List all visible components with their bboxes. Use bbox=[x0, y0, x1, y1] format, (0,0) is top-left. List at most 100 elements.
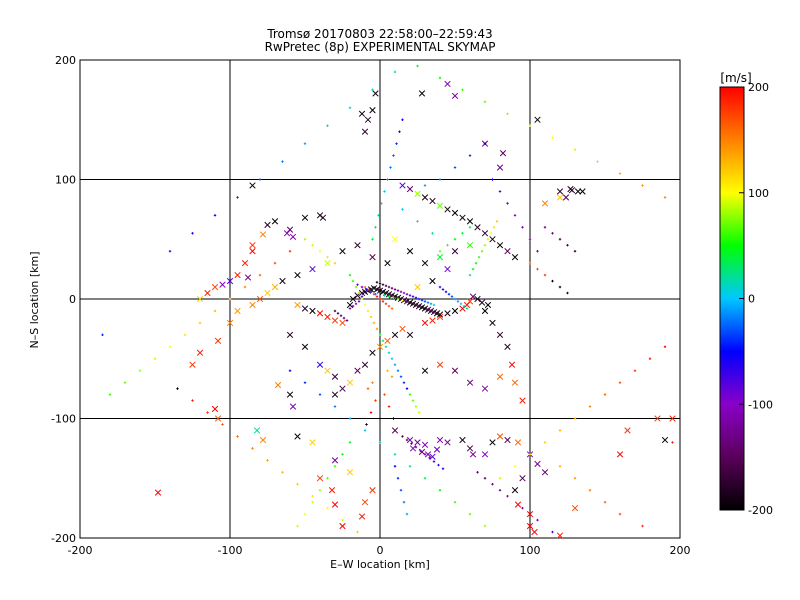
data-point-cross bbox=[391, 427, 399, 434]
data-point-plus bbox=[258, 178, 262, 181]
data-point-plus bbox=[423, 453, 427, 456]
data-point-plus bbox=[405, 387, 409, 390]
data-point-plus bbox=[588, 489, 592, 492]
data-point-cross bbox=[309, 265, 316, 273]
data-point-plus bbox=[383, 393, 386, 396]
data-point-cross bbox=[451, 209, 459, 217]
data-point-plus bbox=[375, 295, 379, 298]
data-point-cross bbox=[189, 361, 196, 368]
data-point-plus bbox=[459, 302, 463, 305]
data-point-plus bbox=[618, 172, 622, 175]
data-point-cross bbox=[571, 504, 579, 512]
data-point-cross bbox=[309, 439, 316, 446]
data-point-cross bbox=[339, 248, 346, 255]
data-point-cross bbox=[616, 451, 624, 458]
data-point-plus bbox=[393, 465, 397, 468]
data-point-cross bbox=[444, 265, 451, 273]
data-point-cross bbox=[283, 230, 291, 237]
data-point-cross bbox=[324, 259, 331, 267]
data-point-plus bbox=[363, 303, 367, 307]
data-point-cross bbox=[496, 331, 504, 339]
colorbar-tick-label: -100 bbox=[748, 398, 773, 411]
data-point-cross bbox=[478, 299, 486, 306]
data-point-cross bbox=[459, 436, 466, 444]
data-point-plus bbox=[383, 190, 386, 193]
data-point-plus bbox=[357, 300, 361, 303]
data-point-cross bbox=[331, 317, 339, 324]
data-point-cross bbox=[294, 271, 301, 279]
data-point-plus bbox=[153, 357, 157, 360]
data-point-cross bbox=[489, 236, 496, 243]
data-point-cross bbox=[364, 116, 372, 123]
data-point-cross bbox=[369, 107, 376, 114]
data-point-plus bbox=[411, 295, 415, 298]
data-point-cross bbox=[511, 254, 519, 261]
y-tick-label: 100 bbox=[55, 174, 76, 187]
data-point-plus bbox=[176, 387, 179, 390]
data-point-cross bbox=[271, 218, 279, 225]
data-point-cross bbox=[451, 367, 459, 374]
data-point-plus bbox=[273, 261, 277, 265]
data-point-cross bbox=[489, 319, 496, 327]
data-point-plus bbox=[461, 88, 464, 92]
data-point-cross bbox=[474, 295, 481, 303]
plot-area: -200 -100 0 100 200 -200 -100 0 100 200 bbox=[51, 54, 690, 557]
data-point-plus bbox=[513, 465, 517, 468]
data-point-cross bbox=[556, 532, 564, 539]
data-point-plus bbox=[558, 465, 562, 468]
data-point-cross bbox=[556, 194, 564, 201]
data-point-plus bbox=[333, 261, 337, 265]
data-point-plus bbox=[348, 441, 352, 444]
data-point-plus bbox=[236, 196, 239, 199]
data-point-cross bbox=[256, 295, 264, 303]
data-point-plus bbox=[438, 250, 442, 253]
data-point-cross bbox=[154, 489, 162, 496]
data-point-plus bbox=[378, 441, 382, 444]
data-point-plus bbox=[483, 524, 487, 528]
data-point-plus bbox=[356, 283, 359, 286]
data-point-cross bbox=[339, 385, 346, 392]
data-point-plus bbox=[390, 307, 394, 310]
data-point-cross bbox=[541, 200, 549, 207]
data-point-plus bbox=[495, 220, 499, 223]
data-point-cross bbox=[459, 214, 466, 221]
data-point-cross bbox=[429, 317, 436, 324]
data-point-plus bbox=[354, 285, 358, 289]
data-point-cross bbox=[519, 397, 526, 404]
data-point-cross bbox=[496, 242, 504, 249]
data-point-cross bbox=[424, 451, 432, 458]
data-point-cross bbox=[196, 349, 204, 356]
data-point-plus bbox=[396, 477, 400, 480]
data-point-plus bbox=[333, 309, 337, 313]
data-point-cross bbox=[244, 274, 252, 281]
data-point-plus bbox=[371, 238, 374, 241]
data-point-plus bbox=[408, 294, 412, 297]
data-point-cross bbox=[451, 92, 459, 100]
data-point-cross bbox=[226, 319, 234, 327]
data-point-cross bbox=[466, 445, 474, 452]
data-point-plus bbox=[108, 393, 112, 396]
data-point-plus bbox=[360, 295, 364, 298]
data-point-plus bbox=[213, 214, 217, 217]
data-point-plus bbox=[341, 518, 344, 522]
data-point-cross bbox=[294, 301, 301, 309]
data-point-cross bbox=[214, 337, 222, 344]
data-point-plus bbox=[326, 506, 329, 510]
data-point-plus bbox=[191, 232, 194, 235]
data-point-cross bbox=[358, 110, 366, 117]
data-point-plus bbox=[453, 238, 457, 241]
data-point-plus bbox=[342, 316, 346, 320]
data-point-cross bbox=[481, 385, 489, 392]
data-point-plus bbox=[414, 405, 418, 408]
data-point-plus bbox=[318, 489, 322, 492]
data-point-cross bbox=[264, 289, 271, 297]
data-point-plus bbox=[390, 375, 394, 378]
data-point-cross bbox=[466, 379, 474, 386]
data-point-plus bbox=[521, 506, 524, 510]
data-point-plus bbox=[365, 288, 368, 291]
data-point-plus bbox=[288, 369, 292, 372]
data-point-plus bbox=[363, 285, 367, 289]
data-point-cross bbox=[579, 188, 586, 195]
data-point-cross bbox=[331, 501, 339, 508]
y-tick-label: -100 bbox=[51, 413, 76, 426]
